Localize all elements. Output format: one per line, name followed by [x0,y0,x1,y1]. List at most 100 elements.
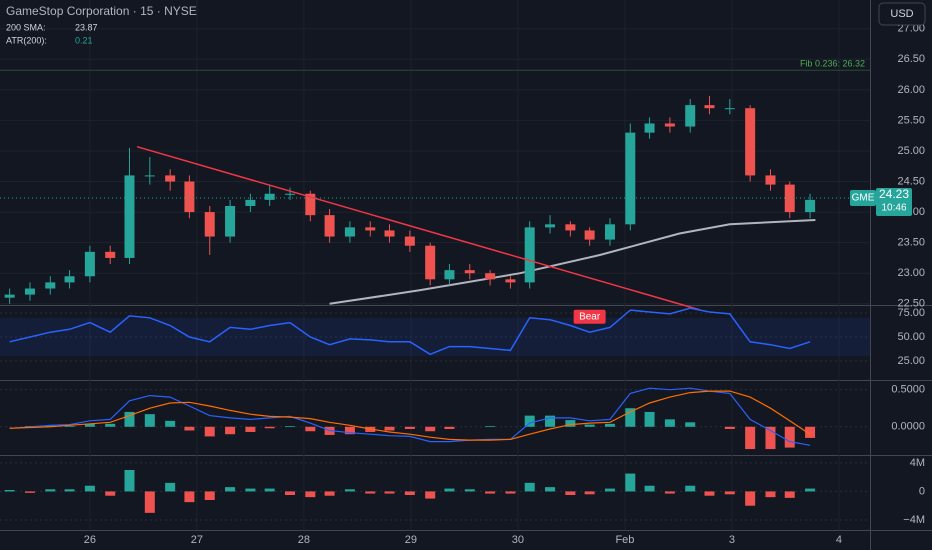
histogram-bar [285,426,295,427]
delta-bar [404,491,415,495]
candle-body [245,199,256,206]
delta-bar [584,491,595,495]
signal-tag [573,309,606,324]
delta-bar [545,487,556,492]
histogram-bar [444,426,455,430]
delta-bar [784,491,795,498]
candle-body [344,227,355,237]
candle-body [204,212,215,237]
currency-button[interactable] [878,2,926,26]
histogram-bar [724,426,735,430]
fib-label: Fib 0.236: 26.32 [800,59,865,69]
delta-bar [204,491,215,500]
histogram-bar [245,426,256,432]
y-tick-label: 23.50 [897,237,925,249]
y-tick-label: 75.00 [897,307,925,319]
histogram-bar [384,426,395,431]
y-tick-label: 0.0000 [891,421,925,433]
candle-body [485,273,496,280]
candle-body [644,123,655,133]
histogram-bar [584,424,595,427]
candle-body [524,227,535,283]
delta-bar [285,491,295,495]
delta-bar [625,473,636,492]
y-tick-label: 50.00 [897,331,925,343]
histogram-bar [344,426,355,435]
macd-line [9,390,811,441]
delta-bar [45,489,56,492]
candle-body [444,270,455,280]
x-tick-label: 27 [191,534,203,546]
histogram-bar [124,411,135,427]
x-tick-label: 29 [405,534,417,546]
histogram-bar [425,426,436,432]
candle-body [84,251,95,277]
symbol-tag [850,190,876,207]
y-tick-label: 26.00 [897,84,925,96]
sma-line [329,219,816,305]
y-tick-label: 27.00 [897,23,925,35]
histogram-bar [45,425,56,427]
histogram-bar [644,411,655,427]
y-tick-label: 25.00 [897,355,925,367]
y-tick-label: 25.50 [897,114,925,126]
rsi-line [9,307,811,356]
histogram-bar [165,420,176,427]
legend-value: 23.87 [75,22,98,32]
delta-bar [704,491,715,496]
delta-bar [225,487,236,492]
candle-body [664,123,675,127]
histogram-bar [105,423,116,427]
delta-bar [604,488,615,492]
candle-body [384,230,395,237]
price-tag [876,188,912,217]
delta-bar [685,485,696,492]
histogram-bar [524,415,535,427]
delta-bar [505,491,516,494]
delta-bar [724,491,735,495]
delta-bar [805,488,816,492]
delta-bar [184,491,195,503]
histogram-bar [84,423,95,427]
candle-body [545,224,556,228]
histogram-bar [64,426,75,427]
histogram-bar [685,422,696,427]
delta-bar [425,491,436,499]
histogram-bar [805,426,816,438]
y-tick-label: 24.50 [897,175,925,187]
candle-body [404,236,415,246]
x-tick-label: 3 [729,534,735,546]
y-tick-label: 26.50 [897,53,925,65]
histogram-bar [305,426,316,432]
delta-bar [124,470,135,492]
delta-bar [24,491,35,493]
histogram-bar [225,426,236,435]
delta-bar [264,488,275,492]
candle-body [105,251,116,258]
candle-body [184,181,195,213]
x-tick-label: 4 [836,534,842,546]
candle-body [365,227,376,231]
candle-body [4,294,15,298]
delta-bar [105,491,116,496]
delta-bar [565,491,576,495]
currency-label[interactable]: USD [890,8,913,20]
candle-body [144,175,155,177]
histogram-bar [565,420,576,427]
histogram-bar [264,426,275,429]
candle-body [285,193,295,195]
x-tick-label: Feb [615,534,634,546]
candle-body [784,184,795,213]
y-tick-label: 0 [919,485,925,497]
candle-body [264,193,275,200]
candle-body [124,175,135,258]
histogram-bar [144,414,155,427]
countdown-label: 10:46 [881,203,906,214]
candle-body [225,205,236,237]
candle-body [425,245,436,280]
delta-bar [305,491,316,498]
delta-bar [4,490,15,492]
delta-bar [524,482,535,492]
